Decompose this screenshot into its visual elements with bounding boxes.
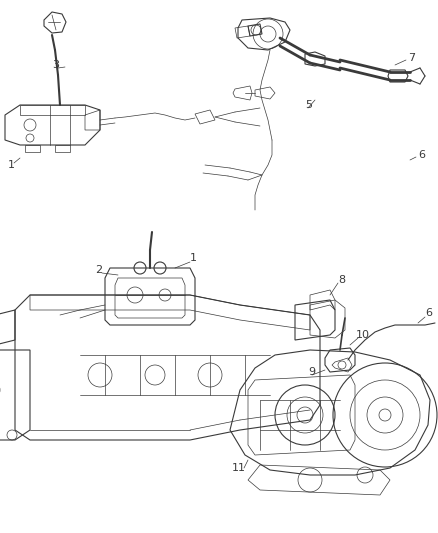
Text: 10: 10 bbox=[356, 330, 370, 340]
Text: 7: 7 bbox=[408, 53, 415, 63]
Text: 1: 1 bbox=[8, 160, 15, 170]
Text: 6: 6 bbox=[425, 308, 432, 318]
Text: 5: 5 bbox=[305, 100, 312, 110]
Text: 9: 9 bbox=[308, 367, 315, 377]
Text: 3: 3 bbox=[52, 60, 59, 70]
Text: 1: 1 bbox=[190, 253, 197, 263]
Text: 11: 11 bbox=[232, 463, 246, 473]
Text: 6: 6 bbox=[418, 150, 425, 160]
Text: 2: 2 bbox=[95, 265, 102, 275]
Text: 8: 8 bbox=[338, 275, 345, 285]
